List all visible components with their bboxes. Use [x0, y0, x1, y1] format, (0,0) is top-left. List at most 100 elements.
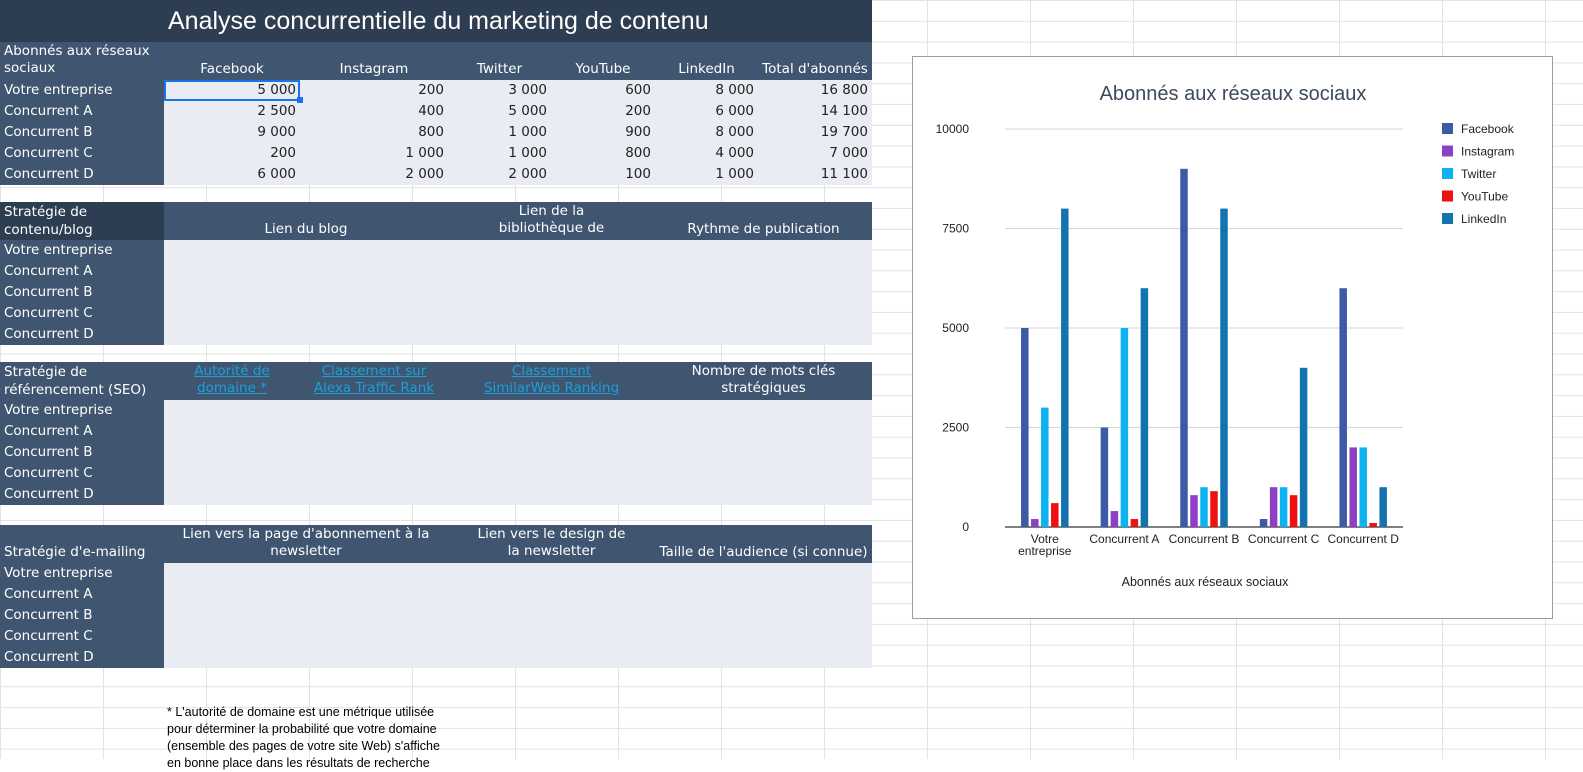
- follower-count-cell[interactable]: 1 000: [405, 145, 444, 161]
- row-label[interactable]: Concurrent B: [0, 282, 164, 303]
- row-label[interactable]: Concurrent D: [0, 164, 164, 185]
- seo-column-header[interactable]: Autorité de domaine *: [164, 362, 300, 400]
- social-column-header[interactable]: LinkedIn: [655, 42, 758, 80]
- follower-count-cell[interactable]: 11 100: [820, 166, 868, 182]
- sheet-title[interactable]: Analyse concurrentielle du marketing de …: [0, 0, 872, 42]
- selected-cell[interactable]: [164, 80, 300, 101]
- social-column-header[interactable]: YouTube: [551, 42, 655, 80]
- bar-facebook[interactable]: [1259, 519, 1268, 527]
- row-label[interactable]: Concurrent B: [0, 442, 164, 463]
- bar-twitter[interactable]: [1120, 328, 1129, 527]
- bar-linkedin[interactable]: [1061, 208, 1069, 527]
- fill-handle[interactable]: [297, 97, 303, 103]
- follower-count-cell[interactable]: 400: [418, 103, 444, 119]
- row-label[interactable]: Votre entreprise: [0, 240, 164, 261]
- bar-twitter[interactable]: [1279, 487, 1288, 527]
- bar-linkedin[interactable]: [1220, 208, 1228, 527]
- follower-count-cell[interactable]: 900: [625, 124, 651, 140]
- follower-count-cell[interactable]: 800: [625, 145, 651, 161]
- bar-youtube[interactable]: [1051, 503, 1059, 527]
- follower-count-cell[interactable]: 1 000: [715, 166, 754, 182]
- follower-count-cell[interactable]: 5 000: [257, 82, 296, 98]
- similarweb-rank-link[interactable]: Classement SimilarWeb Ranking: [483, 363, 620, 396]
- bar-facebook[interactable]: [1339, 288, 1347, 527]
- alexa-rank-link[interactable]: Classement sur Alexa Traffic Rank: [313, 363, 435, 396]
- blog-column-header[interactable]: Lien de la bibliothèque de ressources: [448, 202, 655, 240]
- row-label[interactable]: Concurrent D: [0, 647, 164, 668]
- social-column-header[interactable]: Total d'abonnés: [758, 42, 872, 80]
- bar-youtube[interactable]: [1130, 519, 1139, 527]
- bar-instagram[interactable]: [1349, 447, 1357, 527]
- blog-column-header[interactable]: Lien du blog: [164, 202, 448, 240]
- follower-count-cell[interactable]: 800: [418, 124, 444, 140]
- follower-count-cell[interactable]: 2 000: [405, 166, 444, 182]
- email-column-header[interactable]: Lien vers le design de la newsletter: [448, 525, 655, 563]
- follower-count-cell[interactable]: 19 700: [820, 124, 868, 140]
- bar-linkedin[interactable]: [1140, 288, 1149, 527]
- blog-section-header[interactable]: Stratégie de contenu/blog: [0, 202, 110, 240]
- follower-count-cell[interactable]: 3 000: [508, 82, 547, 98]
- follower-count-cell[interactable]: 9 000: [257, 124, 296, 140]
- row-label[interactable]: Concurrent D: [0, 324, 164, 345]
- bar-instagram[interactable]: [1269, 487, 1278, 527]
- follower-count-cell[interactable]: 1 000: [508, 145, 547, 161]
- bar-twitter[interactable]: [1041, 407, 1049, 527]
- row-label[interactable]: Votre entreprise: [0, 400, 164, 421]
- row-label[interactable]: Concurrent B: [0, 605, 164, 626]
- follower-count-cell[interactable]: 16 800: [820, 82, 868, 98]
- bar-youtube[interactable]: [1210, 491, 1218, 527]
- social-column-header[interactable]: Twitter: [448, 42, 551, 80]
- follower-count-cell[interactable]: 14 100: [820, 103, 868, 119]
- email-column-header[interactable]: Lien vers la page d'abonnement à la news…: [164, 525, 448, 563]
- follower-count-cell[interactable]: 2 000: [508, 166, 547, 182]
- follower-count-cell[interactable]: 200: [625, 103, 651, 119]
- seo-column-header[interactable]: Classement sur Alexa Traffic Rank: [300, 362, 448, 400]
- row-label[interactable]: Concurrent D: [0, 484, 164, 505]
- bar-instagram[interactable]: [1110, 511, 1119, 527]
- follower-count-cell[interactable]: 4 000: [715, 145, 754, 161]
- seo-section-header[interactable]: Stratégie de référencement (SEO): [0, 362, 164, 400]
- row-label[interactable]: Votre entreprise: [0, 563, 164, 584]
- follower-count-cell[interactable]: 8 000: [715, 82, 754, 98]
- bar-facebook[interactable]: [1180, 168, 1188, 528]
- follower-count-cell[interactable]: 8 000: [715, 124, 754, 140]
- follower-count-cell[interactable]: 100: [625, 166, 651, 182]
- bar-twitter[interactable]: [1359, 447, 1367, 527]
- follower-count-cell[interactable]: 5 000: [508, 103, 547, 119]
- bar-linkedin[interactable]: [1299, 367, 1308, 527]
- bar-linkedin[interactable]: [1379, 487, 1387, 527]
- row-label[interactable]: Concurrent C: [0, 143, 164, 164]
- row-label[interactable]: Concurrent C: [0, 626, 164, 647]
- seo-column-header[interactable]: Nombre de mots clés stratégiques: [655, 362, 872, 400]
- domain-authority-footnote[interactable]: * L'autorité de domaine est une métrique…: [167, 705, 440, 770]
- social-column-header[interactable]: Facebook: [164, 42, 300, 80]
- bar-facebook[interactable]: [1100, 427, 1109, 528]
- follower-count-cell[interactable]: 6 000: [257, 166, 296, 182]
- row-label[interactable]: Concurrent C: [0, 463, 164, 484]
- blog-column-header[interactable]: Rythme de publication: [655, 202, 872, 240]
- email-column-header[interactable]: Taille de l'audience (si connue): [655, 525, 872, 563]
- row-label[interactable]: Concurrent A: [0, 421, 164, 442]
- follower-count-cell[interactable]: 200: [418, 82, 444, 98]
- follower-count-cell[interactable]: 2 500: [257, 103, 296, 119]
- follower-count-cell[interactable]: 600: [625, 82, 651, 98]
- row-label[interactable]: Concurrent C: [0, 303, 164, 324]
- row-label[interactable]: Concurrent A: [0, 261, 164, 282]
- bar-twitter[interactable]: [1200, 487, 1208, 527]
- bar-instagram[interactable]: [1031, 519, 1039, 527]
- follower-count-cell[interactable]: 200: [270, 145, 296, 161]
- row-label[interactable]: Concurrent B: [0, 122, 164, 143]
- bar-youtube[interactable]: [1369, 523, 1377, 527]
- row-label[interactable]: Concurrent A: [0, 101, 164, 122]
- seo-column-header[interactable]: Classement SimilarWeb Ranking: [448, 362, 655, 400]
- follower-count-cell[interactable]: 7 000: [829, 145, 868, 161]
- row-label[interactable]: Votre entreprise: [0, 80, 164, 101]
- social-column-header[interactable]: Instagram: [300, 42, 448, 80]
- email-section-header[interactable]: Stratégie d'e-mailing: [0, 525, 164, 563]
- follower-count-cell[interactable]: 6 000: [715, 103, 754, 119]
- bar-youtube[interactable]: [1289, 495, 1298, 527]
- bar-instagram[interactable]: [1190, 495, 1198, 527]
- row-label[interactable]: Concurrent A: [0, 584, 164, 605]
- social-section-header[interactable]: Abonnés aux réseaux sociaux: [0, 42, 164, 80]
- bar-facebook[interactable]: [1021, 328, 1029, 527]
